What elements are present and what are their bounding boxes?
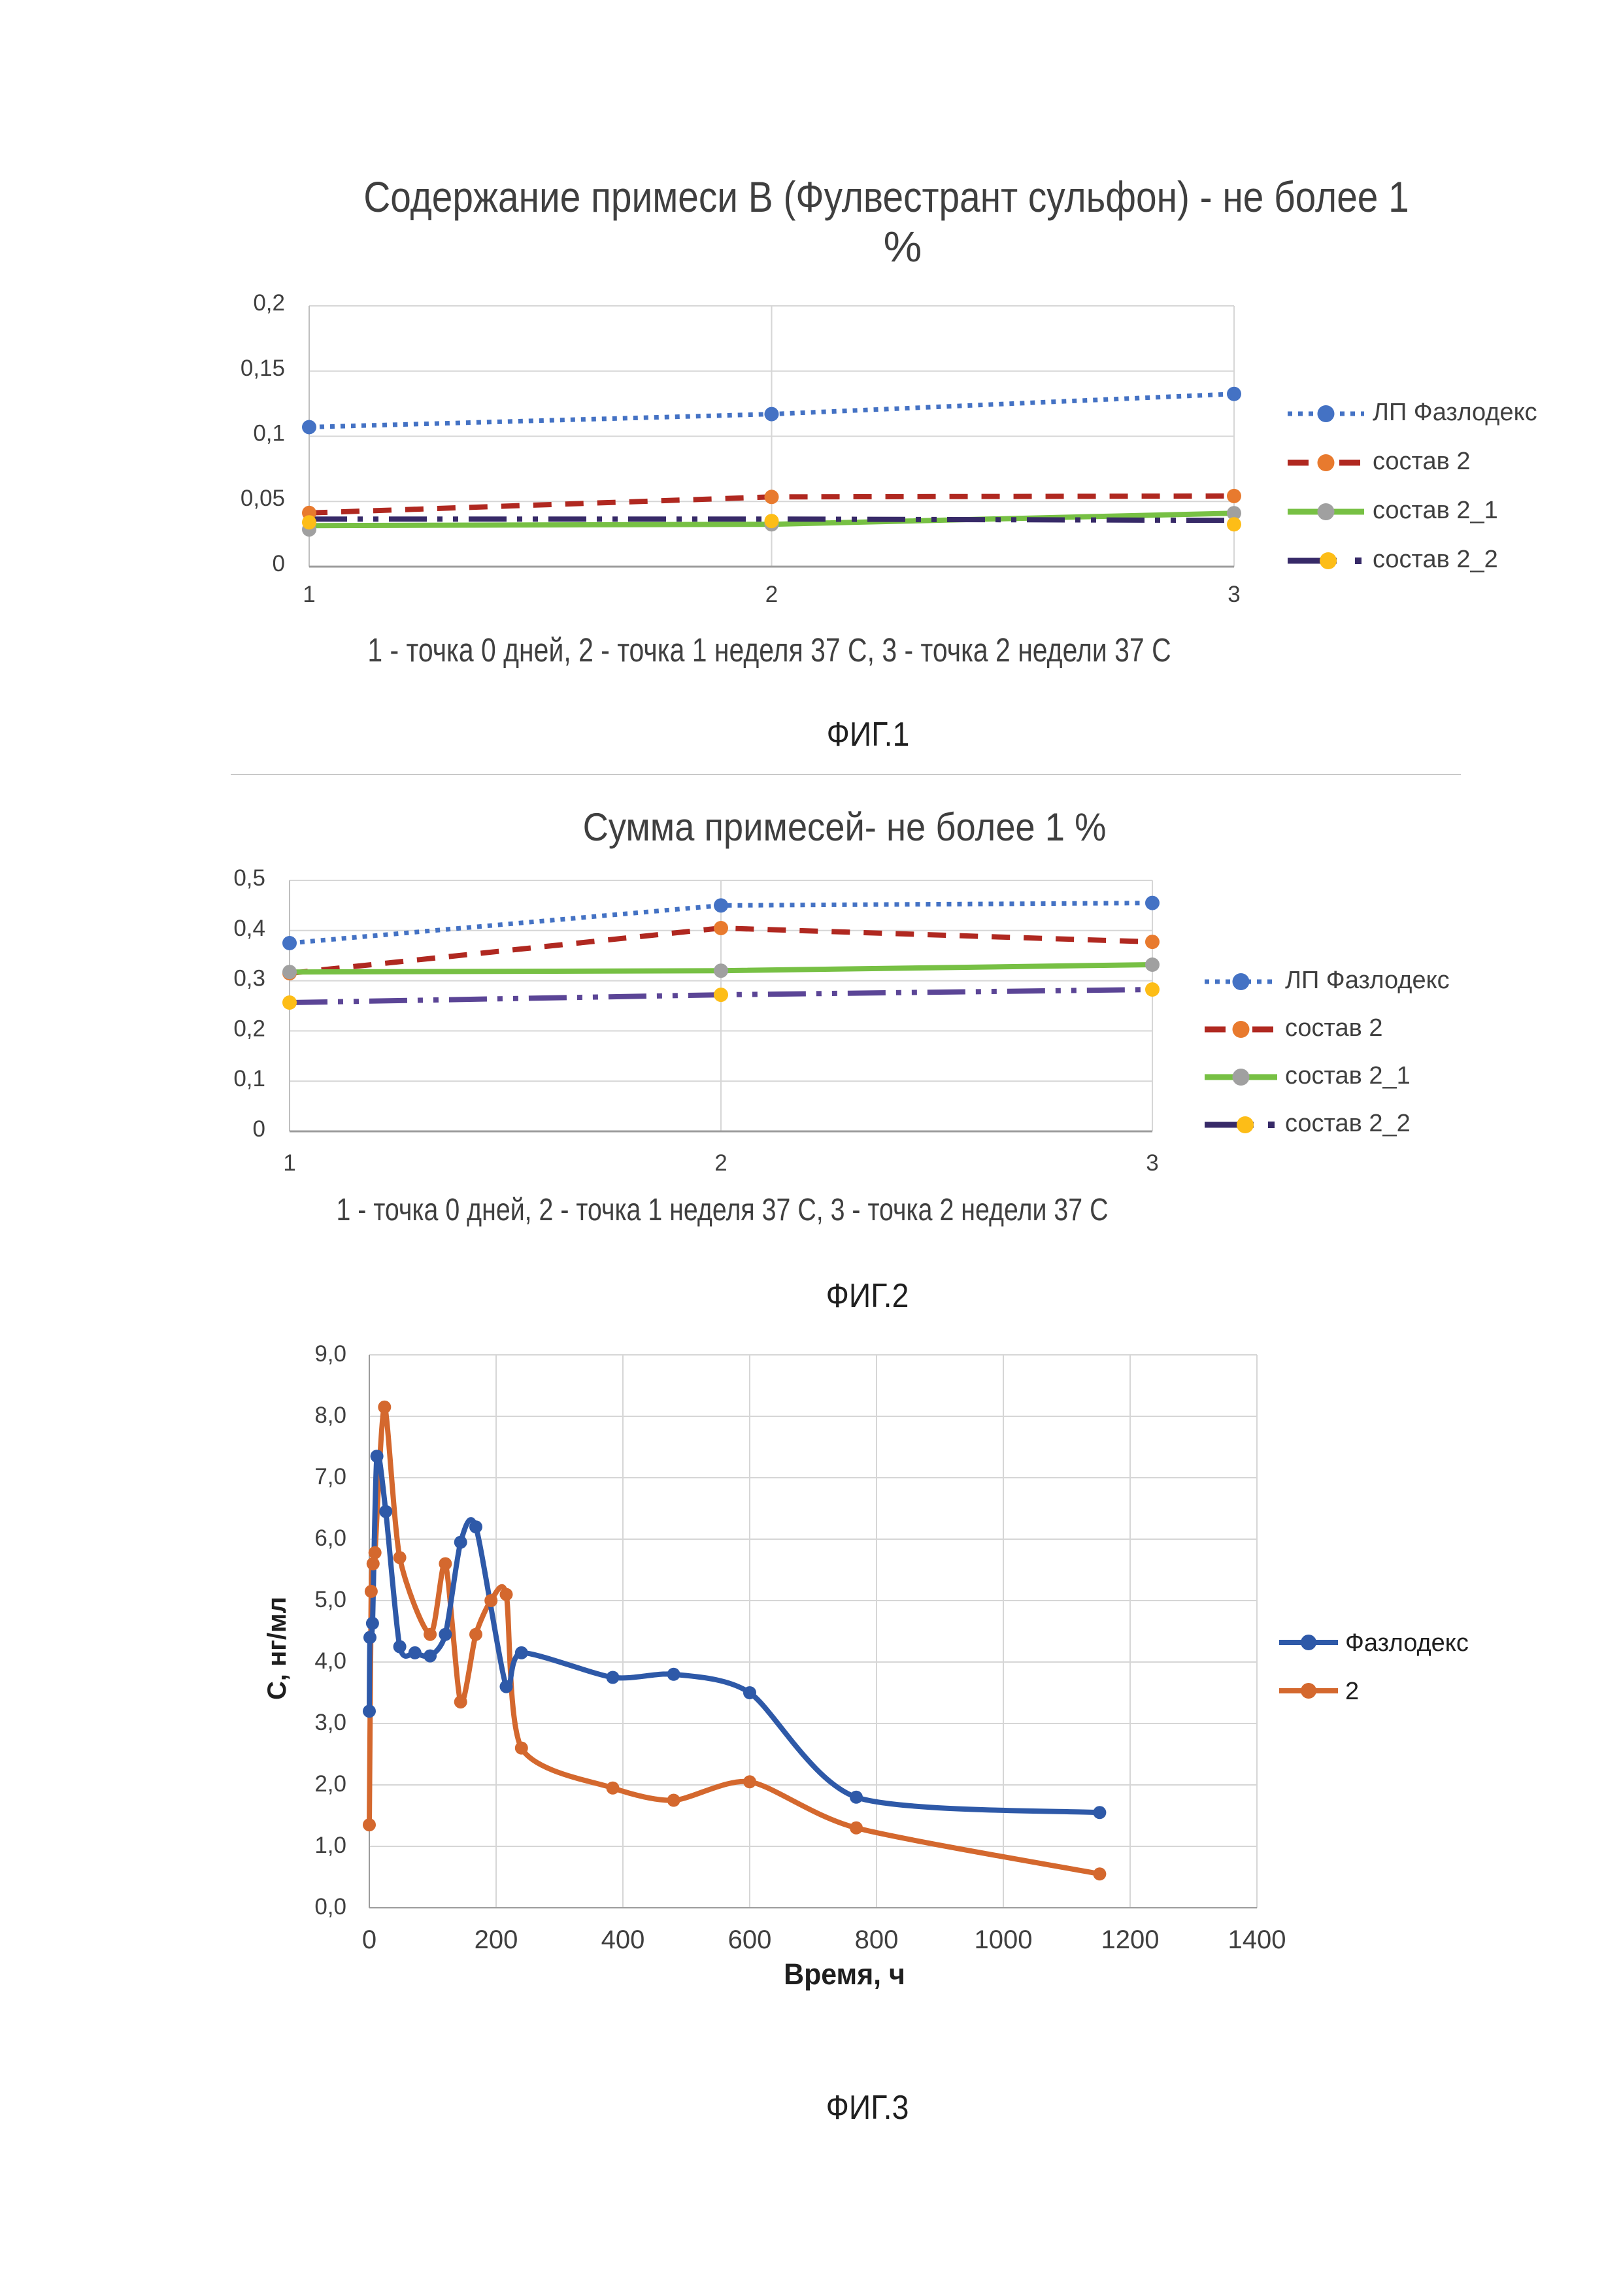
svg-text:9,0: 9,0 (314, 1341, 346, 1367)
svg-text:состав 2: состав 2 (1285, 1014, 1383, 1042)
svg-text:800: 800 (855, 1925, 899, 1954)
svg-text:ЛП Фазлодекс: ЛП Фазлодекс (1285, 967, 1450, 994)
svg-text:1,0: 1,0 (314, 1833, 346, 1858)
svg-text:состав 2_1: состав 2_1 (1373, 497, 1498, 524)
svg-text:6,0: 6,0 (314, 1525, 346, 1551)
svg-text:1200: 1200 (1101, 1925, 1160, 1954)
svg-text:ФИГ.1: ФИГ.1 (827, 716, 910, 754)
svg-text:0: 0 (253, 1116, 265, 1142)
svg-text:4,0: 4,0 (314, 1648, 346, 1674)
svg-text:0,05: 0,05 (241, 486, 285, 511)
svg-text:7,0: 7,0 (314, 1464, 346, 1489)
svg-text:0: 0 (273, 551, 285, 576)
svg-text:0,15: 0,15 (241, 356, 285, 381)
svg-text:2: 2 (1345, 1678, 1359, 1705)
svg-text:3: 3 (1228, 582, 1240, 607)
svg-text:0,1: 0,1 (233, 1066, 265, 1091)
svg-text:%: % (884, 222, 922, 271)
svg-text:0,1: 0,1 (253, 421, 285, 446)
svg-text:0,3: 0,3 (233, 966, 265, 991)
svg-text:0: 0 (362, 1925, 376, 1954)
svg-text:8,0: 8,0 (314, 1403, 346, 1428)
svg-text:600: 600 (728, 1925, 772, 1954)
svg-text:0,2: 0,2 (253, 290, 285, 316)
svg-text:состав 2: состав 2 (1373, 448, 1471, 475)
svg-text:200: 200 (475, 1925, 518, 1954)
svg-text:0,4: 0,4 (233, 916, 265, 941)
svg-text:0,2: 0,2 (233, 1016, 265, 1041)
svg-text:0,5: 0,5 (233, 865, 265, 891)
svg-text:Сумма примесей- не более 1 %: Сумма примесей- не более 1 % (583, 806, 1107, 850)
svg-text:1 - точка 0 дней, 2 - точка 1: 1 - точка 0 дней, 2 - точка 1 неделя 37 … (367, 631, 1171, 669)
svg-text:ФИГ.2: ФИГ.2 (826, 1277, 909, 1315)
svg-text:состав 2_2: состав 2_2 (1285, 1110, 1411, 1137)
svg-text:2,0: 2,0 (314, 1771, 346, 1797)
svg-text:1400: 1400 (1228, 1925, 1286, 1954)
svg-text:5,0: 5,0 (314, 1587, 346, 1612)
svg-text:3,0: 3,0 (314, 1710, 346, 1735)
svg-text:2: 2 (765, 582, 778, 607)
svg-text:ФИГ.3: ФИГ.3 (826, 2089, 909, 2127)
svg-text:3: 3 (1146, 1150, 1158, 1176)
svg-text:состав 2_1: состав 2_1 (1285, 1062, 1411, 1090)
svg-text:состав 2_2: состав 2_2 (1373, 546, 1498, 573)
svg-text:2: 2 (714, 1150, 727, 1176)
svg-text:1: 1 (283, 1150, 295, 1176)
svg-text:ЛП Фазлодекс: ЛП Фазлодекс (1373, 399, 1537, 426)
svg-text:Содержание примеси В (Фулвестр: Содержание примеси В (Фулвестрант сульфо… (363, 173, 1409, 222)
svg-text:Фазлодекс: Фазлодекс (1345, 1629, 1469, 1657)
svg-text:1000: 1000 (975, 1925, 1033, 1954)
svg-text:1: 1 (303, 582, 315, 607)
svg-text:1 - точка 0 дней, 2 - точка 1: 1 - точка 0 дней, 2 - точка 1 неделя 37 … (336, 1192, 1108, 1227)
svg-text:0,0: 0,0 (314, 1894, 346, 1920)
svg-text:Время, ч: Время, ч (784, 1958, 905, 1991)
svg-text:С, нг/мл: С, нг/мл (263, 1597, 292, 1700)
svg-text:400: 400 (601, 1925, 645, 1954)
